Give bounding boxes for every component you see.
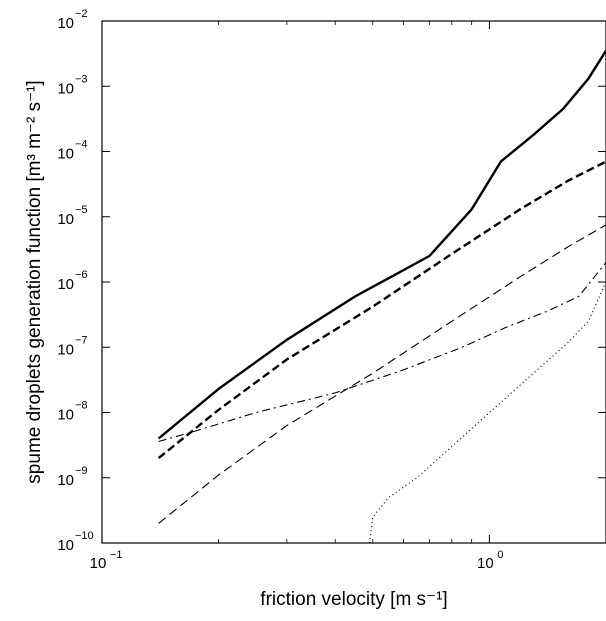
y-tick-label: 10 bbox=[57, 407, 74, 424]
y-tick-label: 10 bbox=[57, 341, 74, 358]
y-tick-label: 10 bbox=[57, 276, 74, 293]
y-tick-exponent: −5 bbox=[75, 204, 88, 216]
x-axis-label: friction velocity [m s⁻¹] bbox=[260, 589, 447, 610]
x-tick-label: 10 bbox=[477, 555, 494, 572]
y-tick-exponent: −3 bbox=[75, 73, 88, 85]
series-line-dashed-thin bbox=[158, 224, 606, 524]
y-tick-label: 10 bbox=[57, 15, 74, 32]
y-tick-exponent: −4 bbox=[75, 139, 88, 151]
y-tick-exponent: −9 bbox=[75, 465, 88, 477]
x-tick-exponent: −1 bbox=[110, 549, 123, 561]
series-line-dashdot bbox=[158, 262, 606, 443]
series-line-dashed-thick bbox=[157, 160, 606, 460]
y-tick-exponent: −2 bbox=[75, 8, 88, 20]
y-axis-label: spume droplets generation function [m³ m… bbox=[24, 80, 45, 483]
plot-area bbox=[101, 20, 606, 544]
y-tick-label: 10 bbox=[57, 146, 74, 163]
y-tick-exponent: −10 bbox=[75, 530, 94, 542]
y-tick-label: 10 bbox=[57, 472, 74, 489]
y-tick-label: 10 bbox=[57, 537, 74, 554]
x-tick-label: 10 bbox=[90, 555, 107, 572]
series-line-solid-thick bbox=[157, 50, 606, 440]
y-tick-exponent: −8 bbox=[75, 400, 88, 412]
y-tick-label: 10 bbox=[57, 211, 74, 228]
x-tick-exponent: 0 bbox=[497, 549, 503, 561]
y-tick-label: 10 bbox=[57, 80, 74, 97]
y-tick-exponent: −7 bbox=[75, 334, 88, 346]
y-tick-exponent: −6 bbox=[75, 269, 88, 281]
